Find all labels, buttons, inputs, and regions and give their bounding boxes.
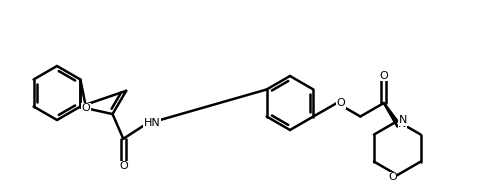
Text: O: O [388,172,397,182]
Text: O: O [336,98,345,108]
Text: N: N [398,119,407,129]
Text: O: O [82,103,90,113]
Text: O: O [379,71,388,81]
Text: N: N [399,115,408,125]
Text: O: O [119,161,128,171]
Text: HN: HN [144,118,161,128]
